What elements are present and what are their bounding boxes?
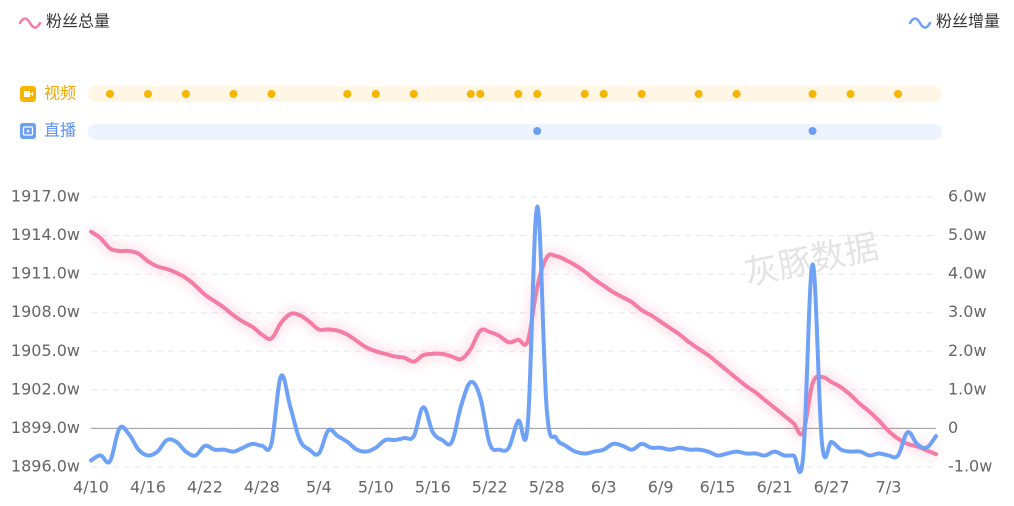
x-tick-label: 4/22	[187, 478, 223, 497]
y-tick-label: 1902.0w	[11, 379, 80, 398]
legend-label[interactable]: 粉丝总量	[46, 12, 110, 31]
video-icon	[30, 92, 33, 96]
y-tick-label: 1905.0w	[11, 341, 80, 360]
event-dot	[371, 90, 380, 98]
legend-icon	[908, 17, 932, 29]
x-tick-label: 4/16	[130, 478, 166, 497]
x-tick-label: 6/21	[757, 478, 793, 497]
legend-label[interactable]: 粉丝增量	[936, 12, 1000, 31]
event-dot	[846, 90, 855, 98]
y-tick-label: 1899.0w	[11, 418, 80, 437]
event-dot	[533, 127, 542, 135]
x-tick-label: 5/22	[472, 478, 508, 497]
y-tick-label: 1908.0w	[11, 302, 80, 321]
series-line	[89, 229, 938, 457]
event-dot	[732, 90, 741, 98]
y2-tick-label: 5.0w	[948, 225, 987, 244]
event-dot	[229, 90, 238, 98]
event-label: 视频	[44, 84, 76, 103]
x-tick-label: 6/15	[700, 478, 736, 497]
y2-tick-label: 4.0w	[948, 264, 987, 283]
video-icon	[24, 91, 30, 97]
x-tick-label: 5/16	[415, 478, 451, 497]
event-label: 直播	[44, 121, 76, 140]
event-dot	[514, 90, 523, 98]
y-tick-label: 1911.0w	[11, 264, 80, 283]
y2-tick-label: 2.0w	[948, 341, 987, 360]
event-dot	[694, 90, 703, 98]
x-tick-label: 5/10	[358, 478, 394, 497]
legend-icon	[18, 17, 42, 29]
x-tick-label: 7/3	[876, 478, 902, 497]
live-icon	[27, 129, 30, 133]
y2-tick-label: 0	[948, 418, 958, 437]
event-dot	[894, 90, 903, 98]
event-dot	[580, 90, 589, 98]
x-tick-label: 6/3	[591, 478, 617, 497]
y-tick-label: 1896.0w	[11, 457, 80, 476]
y2-tick-label: -1.0w	[948, 457, 992, 476]
event-dot	[466, 90, 475, 98]
x-tick-label: 5/4	[306, 478, 332, 497]
x-tick-label: 6/9	[648, 478, 674, 497]
live-icon	[22, 126, 34, 136]
series-line	[89, 204, 938, 475]
event-dot	[143, 90, 152, 98]
event-dot	[409, 90, 418, 98]
y-tick-label: 1917.0w	[11, 187, 80, 206]
event-dot	[267, 90, 276, 98]
event-dot	[181, 90, 190, 98]
y2-tick-label: 1.0w	[948, 379, 987, 398]
x-tick-label: 6/27	[814, 478, 850, 497]
event-dot	[533, 90, 542, 98]
y2-tick-label: 6.0w	[948, 187, 987, 206]
legend: 粉丝总量 粉丝增量	[18, 12, 1000, 31]
y2-tick-label: 3.0w	[948, 302, 987, 321]
x-tick-label: 4/10	[73, 478, 109, 497]
event-dot	[476, 90, 485, 98]
event-dot	[343, 90, 352, 98]
x-tick-label: 5/28	[529, 478, 565, 497]
event-dot	[637, 90, 646, 98]
event-dot	[808, 90, 817, 98]
event-dot	[599, 90, 608, 98]
x-tick-label: 4/28	[244, 478, 280, 497]
event-track	[88, 124, 942, 140]
y-tick-label: 1914.0w	[11, 225, 80, 244]
event-dot	[808, 127, 817, 135]
event-dot	[105, 90, 114, 98]
